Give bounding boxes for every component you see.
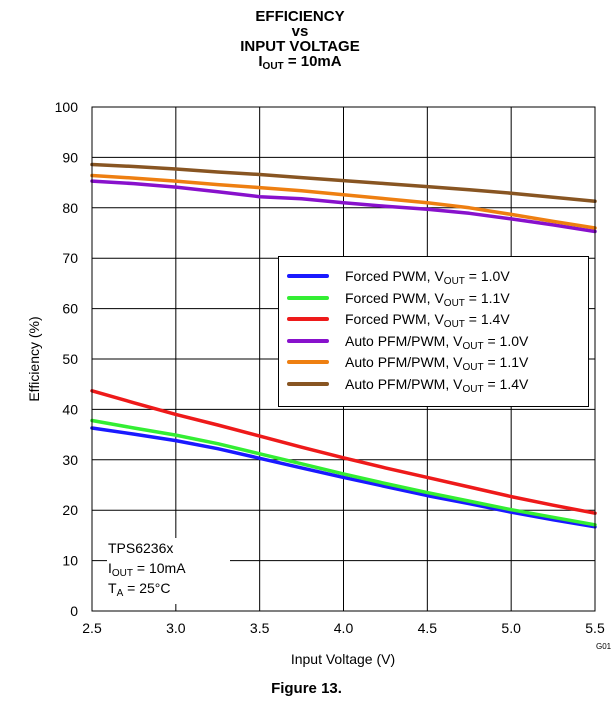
legend-label-sub: OUT xyxy=(443,297,465,309)
legend-label-prefix: Forced PWM, V xyxy=(345,311,444,327)
y-tick-label: 60 xyxy=(62,301,78,317)
y-tick-label: 10 xyxy=(62,553,78,569)
annot-iout-rest: = 10mA xyxy=(133,560,186,576)
y-tick-labels: 0 10 20 30 40 50 60 70 80 90 100 xyxy=(55,99,79,619)
legend-label-sub: OUT xyxy=(462,340,484,352)
y-tick-label: 70 xyxy=(62,250,78,266)
legend-label-suffix: = 1.0V xyxy=(483,332,529,349)
series-lines xyxy=(90,162,597,529)
x-tick-label: 3.5 xyxy=(250,620,270,636)
annot-ta-sub: A xyxy=(116,588,124,599)
legend-swatch xyxy=(287,360,329,364)
title-line-4: IOUT = 10mA xyxy=(200,53,400,72)
title-iout-rest: = 10mA xyxy=(283,53,342,70)
legend-label: Auto PFM/PWM, VOUT = 1.0V xyxy=(345,332,529,352)
legend-label-sub: OUT xyxy=(443,276,465,287)
legend-swatch xyxy=(287,381,329,386)
series-line-4 xyxy=(90,179,597,234)
series-line-2 xyxy=(90,418,597,527)
legend-label-sub: OUT xyxy=(462,383,484,395)
legend-label-prefix: Auto PFM/PWM, V xyxy=(345,354,463,370)
y-tick-label: 40 xyxy=(62,401,78,417)
legend-label: Auto PFM/PWM, VOUT = 1.1V xyxy=(345,354,529,373)
legend-label: Forced PWM, VOUT = 1.4V xyxy=(345,311,510,330)
legend-label: Forced PWM, VOUT = 1.0V xyxy=(345,268,510,287)
legend-label-suffix: = 1.4V xyxy=(464,311,510,327)
chart-legend: Forced PWM, VOUT = 1.0V Forced PWM, VOUT … xyxy=(278,256,589,407)
y-tick-label: 30 xyxy=(62,452,78,468)
legend-swatch xyxy=(287,295,329,300)
y-tick-label: 50 xyxy=(62,351,78,367)
x-tick-labels: 2.5 3.0 3.5 4.0 4.5 5.0 5.5 xyxy=(82,620,605,636)
legend-label-sub: OUT xyxy=(443,319,465,330)
x-tick-label: 3.0 xyxy=(166,620,186,636)
annot-ta-rest: = 25°C xyxy=(123,580,171,596)
legend-label: Auto PFM/PWM, VOUT = 1.4V xyxy=(345,375,529,395)
figure-code: G01 xyxy=(596,642,612,651)
y-tick-label: 90 xyxy=(62,149,78,165)
legend-label-sub: OUT xyxy=(462,362,484,373)
series-line-6 xyxy=(90,162,597,203)
x-tick-label: 4.0 xyxy=(334,620,354,636)
legend-label: Forced PWM, VOUT = 1.1V xyxy=(345,289,510,309)
annot-iout-main: I xyxy=(108,560,112,576)
legend-label-prefix: Forced PWM, V xyxy=(345,268,444,284)
conditions-annotation: TPS6236x IOUT = 10mA TA = 25°C xyxy=(107,538,230,604)
title-line-1: EFFICIENCY xyxy=(255,8,345,25)
legend-item-1: Forced PWM, VOUT = 1.0V xyxy=(287,266,510,287)
annotation-iout: IOUT = 10mA xyxy=(108,558,230,579)
legend-item-3: Forced PWM, VOUT = 1.4V xyxy=(287,309,510,330)
series-line-5 xyxy=(90,173,597,230)
x-tick-label: 2.5 xyxy=(82,620,102,636)
legend-label-suffix: = 1.1V xyxy=(464,289,510,306)
legend-label-prefix: Auto PFM/PWM, V xyxy=(345,375,463,392)
legend-swatch xyxy=(287,317,329,321)
y-tick-label: 20 xyxy=(62,502,78,518)
legend-item-2: Forced PWM, VOUT = 1.1V xyxy=(287,288,510,308)
figure-caption: Figure 13. xyxy=(271,680,342,697)
legend-label-suffix: = 1.1V xyxy=(483,354,529,370)
chart-title: EFFICIENCY vs INPUT VOLTAGE IOUT = 10mA xyxy=(200,8,400,72)
title-line-2: vs xyxy=(291,23,309,40)
series-line-1 xyxy=(90,426,597,529)
x-tick-label: 5.0 xyxy=(501,620,521,636)
legend-label-prefix: Auto PFM/PWM, V xyxy=(345,332,463,349)
x-tick-label: 5.5 xyxy=(585,620,605,636)
series-line-3 xyxy=(90,389,597,515)
y-tick-label: 80 xyxy=(62,200,78,216)
annot-iout-sub: OUT xyxy=(111,568,133,579)
annotation-device: TPS6236x xyxy=(108,540,174,556)
legend-item-5: Auto PFM/PWM, VOUT = 1.1V xyxy=(287,352,529,373)
x-tick-label: 4.5 xyxy=(418,620,438,636)
legend-swatch xyxy=(287,338,329,343)
y-tick-label: 100 xyxy=(55,99,79,115)
plot-frame xyxy=(91,106,596,612)
legend-label-prefix: Forced PWM, V xyxy=(345,289,444,306)
x-axis-label: Input Voltage (V) xyxy=(291,651,395,667)
legend-swatch xyxy=(287,274,329,278)
legend-label-suffix: = 1.4V xyxy=(483,375,529,392)
title-iout-main: I xyxy=(258,53,263,70)
y-tick-label: 0 xyxy=(70,603,78,619)
title-iout-sub: OUT xyxy=(262,61,284,72)
annot-ta-main: T xyxy=(108,580,117,596)
legend-label-suffix: = 1.0V xyxy=(464,268,510,284)
annotation-ta: TA = 25°C xyxy=(108,578,230,599)
legend-item-4: Auto PFM/PWM, VOUT = 1.0V xyxy=(287,331,528,351)
y-axis-label: Efficiency (%) xyxy=(26,316,42,401)
title-line-3: INPUT VOLTAGE xyxy=(240,38,360,55)
legend-item-6: Auto PFM/PWM, VOUT = 1.4V xyxy=(287,374,528,394)
